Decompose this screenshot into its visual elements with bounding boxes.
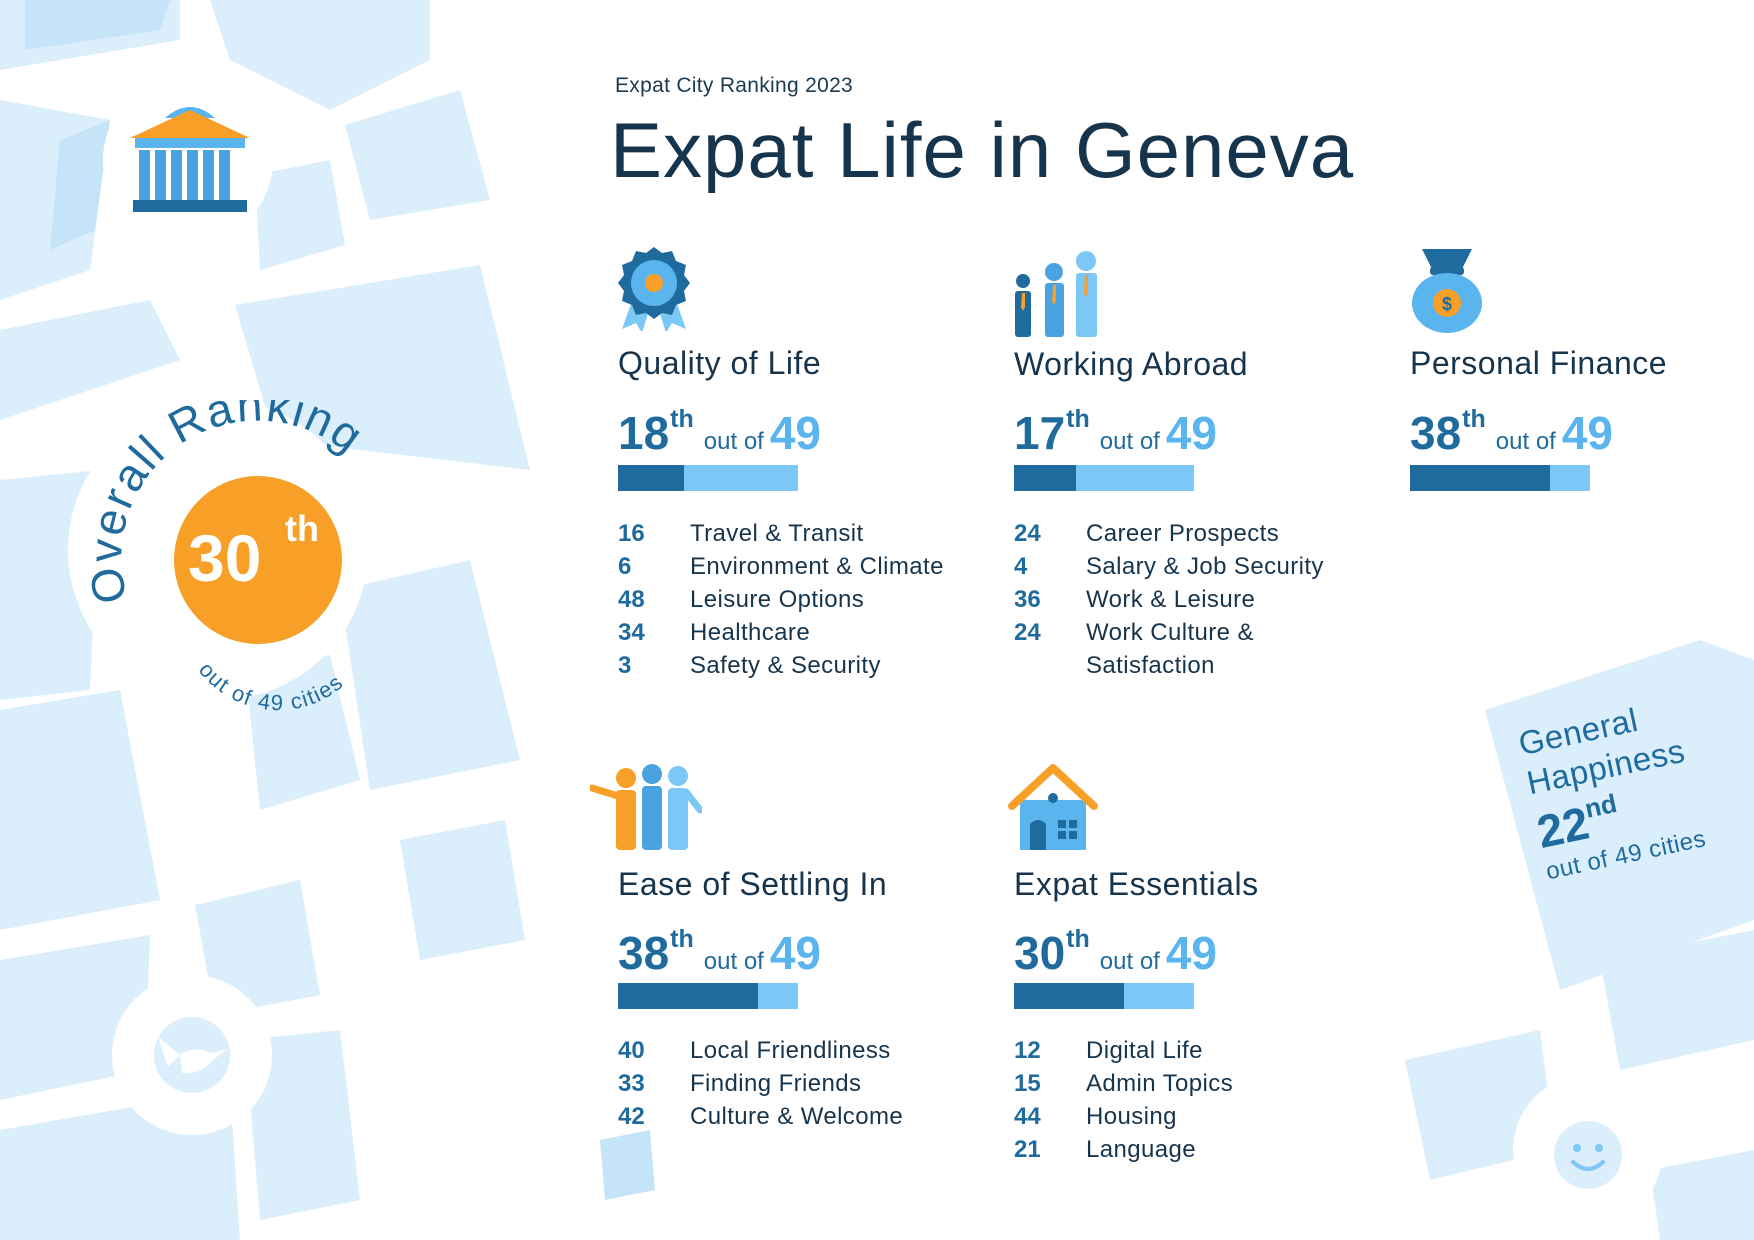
subcategory-rank: 24 — [1014, 520, 1041, 547]
rank-suffix: th — [670, 925, 694, 953]
report-kicker: Expat City Ranking 2023 — [615, 74, 854, 97]
rank-suffix: th — [1066, 405, 1090, 433]
rank-out-of: out of — [1495, 428, 1556, 455]
smiley-icon — [1554, 1121, 1622, 1189]
subcategory-rank: 44 — [1014, 1103, 1041, 1130]
subcategory-label: Finding Friends — [690, 1070, 862, 1097]
subcategory-rank: 33 — [618, 1070, 645, 1097]
house-icon — [1008, 764, 1098, 850]
money-bag-icon: $ — [1412, 249, 1482, 333]
svg-text:$: $ — [1442, 294, 1452, 314]
subcategory-label: Language — [1086, 1136, 1196, 1163]
rank-total: 49 — [769, 407, 821, 459]
subcategory-label: Environment & Climate — [690, 553, 944, 580]
subcategory-rank: 48 — [618, 586, 645, 613]
category-name: Personal Finance — [1410, 345, 1668, 381]
subcategory-label: Satisfaction — [1086, 652, 1215, 679]
rank-number: 30 — [1014, 927, 1066, 979]
subcategory-rank: 15 — [1014, 1070, 1041, 1097]
rank-progress-bar — [1014, 465, 1194, 491]
category-rank: 17th out of 49 — [1014, 405, 1217, 459]
rank-progress-fill — [1014, 465, 1077, 491]
rank-number: 38 — [1410, 407, 1462, 459]
subcategory-label: Local Friendliness — [690, 1037, 891, 1064]
rank-progress-fill — [1014, 983, 1125, 1009]
subcategory-rank: 24 — [1014, 619, 1041, 646]
subcategory-rank: 12 — [1014, 1037, 1041, 1064]
category-name: Expat Essentials — [1014, 866, 1259, 902]
subcategory-label: Housing — [1086, 1103, 1177, 1130]
subcategory-label: Travel & Transit — [690, 520, 864, 547]
rank-progress-bar — [618, 465, 798, 491]
category-rank: 38th out of 49 — [618, 925, 821, 979]
rank-total: 49 — [1165, 407, 1217, 459]
category-name: Working Abroad — [1014, 346, 1249, 382]
rank-out-of: out of — [703, 948, 764, 975]
rank-suffix: th — [1066, 925, 1090, 953]
subcategory-rank: 6 — [618, 553, 632, 580]
rank-progress-fill — [1410, 465, 1550, 491]
general-happiness-rank-suffix: nd — [1582, 787, 1620, 824]
category-rank: 30th out of 49 — [1014, 925, 1217, 979]
rank-progress-fill — [618, 465, 685, 491]
rank-total: 49 — [1165, 927, 1217, 979]
rank-total: 49 — [1561, 407, 1613, 459]
subcategory-rank: 4 — [1014, 553, 1028, 580]
subcategory-label: Work Culture & — [1086, 619, 1254, 646]
stork-icon — [154, 1017, 230, 1093]
rank-progress-bar — [1410, 465, 1590, 491]
rank-suffix: th — [1462, 405, 1486, 433]
rank-out-of: out of — [1099, 428, 1160, 455]
subcategory-rank: 16 — [618, 520, 645, 547]
overall-ranking-badge: Overall Ranking out of 49 cities — [79, 400, 372, 715]
friends-group-icon — [590, 764, 702, 850]
subcategory-rank: 34 — [618, 619, 645, 646]
subcategory-rank: 21 — [1014, 1136, 1041, 1163]
svg-text:out of 49 cities: out of 49 cities — [194, 657, 348, 715]
subcategory-label: Culture & Welcome — [690, 1103, 904, 1130]
overall-rank-number: 30 — [188, 521, 262, 595]
subcategory-label: Safety & Security — [690, 652, 881, 679]
subcategory-label: Salary & Job Security — [1086, 553, 1324, 580]
subcategory-rank: 3 — [618, 652, 632, 679]
category-name: Ease of Settling In — [618, 866, 888, 902]
rank-suffix: th — [670, 405, 694, 433]
rank-progress-fill — [618, 983, 758, 1009]
subcategory-rank: 36 — [1014, 586, 1041, 613]
rank-number: 18 — [618, 407, 670, 459]
overall-rank-suffix: th — [285, 508, 319, 549]
rank-total: 49 — [769, 927, 821, 979]
subcategory-label: Healthcare — [690, 619, 811, 646]
overall-subtitle: out of 49 cities — [194, 657, 347, 715]
award-badge-icon — [618, 247, 690, 331]
temple-icon — [130, 107, 250, 212]
category-rank: 18th out of 49 — [618, 405, 821, 459]
category-rank: 38th out of 49 — [1410, 405, 1613, 459]
subcategory-label: Work & Leisure — [1086, 586, 1256, 613]
subcategory-label: Leisure Options — [690, 586, 865, 613]
page-title: Expat Life in Geneva — [610, 106, 1355, 194]
category-name: Quality of Life — [618, 345, 822, 381]
subcategory-rank: 40 — [618, 1037, 645, 1064]
rank-number: 17 — [1014, 407, 1066, 459]
rank-progress-bar — [618, 983, 798, 1009]
subcategory-rank: 42 — [618, 1103, 645, 1130]
subcategory-label: Digital Life — [1086, 1037, 1203, 1064]
rank-number: 38 — [618, 927, 670, 979]
subcategory-label: Career Prospects — [1086, 520, 1280, 547]
rank-out-of: out of — [703, 428, 764, 455]
overall-rank-circle — [174, 476, 342, 644]
rank-progress-bar — [1014, 983, 1194, 1009]
rank-out-of: out of — [1099, 948, 1160, 975]
subcategory-label: Admin Topics — [1086, 1070, 1234, 1097]
business-people-icon — [1015, 251, 1097, 337]
